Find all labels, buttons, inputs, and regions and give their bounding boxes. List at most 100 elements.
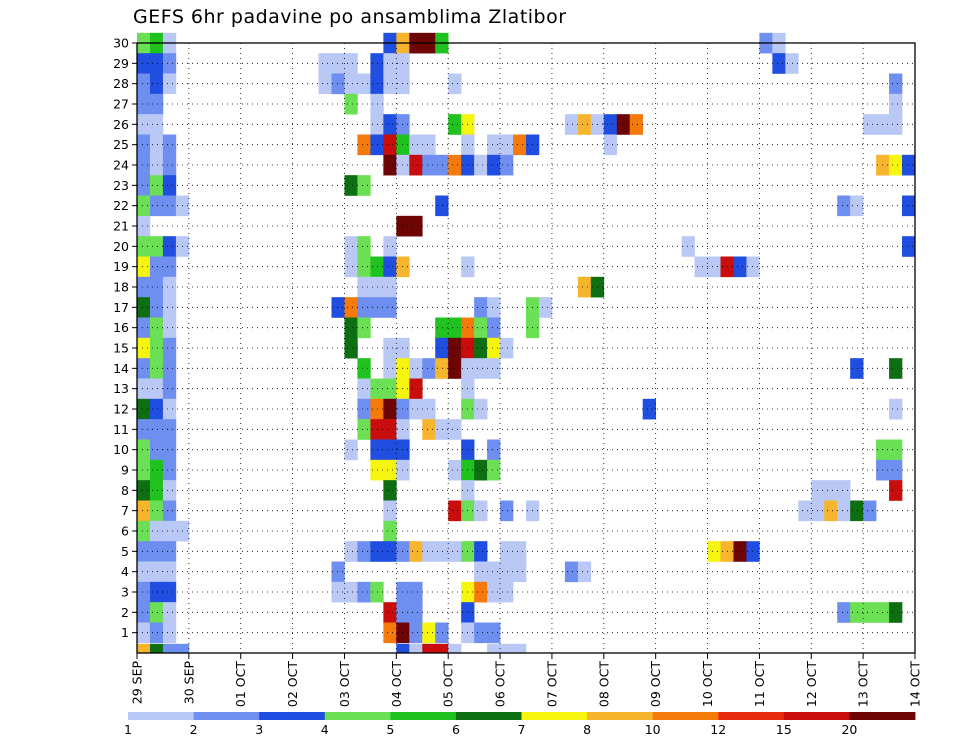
heatmap-cell [162, 520, 177, 542]
y-tick-label: 24 [113, 158, 129, 173]
heatmap-cell [357, 419, 371, 440]
colorbar-label: 1 [124, 722, 132, 737]
y-tick-label: 9 [121, 463, 129, 478]
heatmap-cell [837, 500, 851, 522]
heatmap-cell [137, 73, 151, 95]
heatmap-cell [149, 236, 164, 257]
heatmap-cell [772, 53, 786, 74]
heatmap-cell [149, 114, 164, 135]
heatmap-cell [383, 480, 397, 501]
heatmap-cell [149, 337, 164, 359]
heatmap-cell [733, 256, 747, 278]
heatmap-cell [357, 175, 371, 196]
heatmap-cell [746, 541, 760, 562]
heatmap-cell [357, 276, 371, 298]
colorbar-label: 2 [190, 722, 198, 737]
heatmap-cell [513, 541, 527, 562]
heatmap-cell [487, 317, 501, 339]
heatmap-cell [487, 622, 501, 644]
heatmap-cell [137, 154, 151, 176]
heatmap-cell [137, 561, 151, 583]
heatmap-cell [500, 643, 514, 654]
x-tick-label: 11 OCT [752, 661, 767, 707]
heatmap-cell [383, 541, 397, 562]
heatmap-cell [448, 643, 462, 654]
heatmap-cell [487, 297, 501, 318]
heatmap-cell [850, 602, 864, 623]
heatmap-cell [137, 256, 151, 278]
chart-title: GEFS 6hr padavine po ansamblima Zlatibor [133, 6, 567, 28]
heatmap-cell [422, 643, 436, 654]
heatmap-cell [383, 297, 397, 318]
colorbar-segment [390, 712, 457, 720]
colorbar-label: 10 [645, 722, 661, 737]
heatmap-cell [137, 541, 151, 562]
heatmap-cell [889, 114, 903, 135]
colorbar-label: 15 [776, 722, 792, 737]
heatmap-cell [149, 520, 164, 542]
y-tick-label: 23 [113, 178, 129, 193]
heatmap-cell [435, 541, 449, 562]
heatmap-cell [162, 622, 177, 644]
heatmap-cell [500, 134, 514, 156]
heatmap-cell [162, 73, 177, 95]
heatmap-cell [162, 480, 177, 501]
heatmap-cell [474, 581, 488, 603]
heatmap-cell [137, 622, 151, 644]
heatmap-cell [629, 114, 643, 135]
heatmap-cell [137, 378, 151, 400]
heatmap-cell [357, 256, 371, 278]
heatmap-cell [383, 358, 397, 379]
heatmap-cell [149, 73, 164, 95]
heatmap-cell [474, 459, 488, 481]
heatmap-cell [863, 500, 877, 522]
x-tick-label: 29 SEP [130, 661, 145, 705]
colorbar-segment [718, 712, 785, 720]
heatmap-cell [357, 541, 371, 562]
heatmap-cell [383, 337, 397, 359]
x-tick-label: 14 OCT [908, 661, 923, 707]
y-tick-label: 2 [121, 605, 129, 620]
heatmap-cell [162, 459, 177, 481]
heatmap-cell [137, 53, 151, 74]
y-tick-label: 11 [113, 422, 129, 437]
heatmap-cell [162, 419, 177, 440]
heatmap-cell [474, 541, 488, 562]
heatmap-cell [344, 53, 358, 74]
heatmap-cell [383, 622, 397, 644]
heatmap-cell [137, 398, 151, 420]
heatmap-cell [344, 236, 358, 257]
heatmap-cell [383, 73, 397, 95]
heatmap-cell [137, 581, 151, 603]
heatmap-cell [500, 337, 514, 359]
heatmap-cell [149, 541, 164, 562]
heatmap-cell [162, 337, 177, 359]
colorbar-segment [324, 712, 391, 720]
colorbar-segment [193, 712, 260, 720]
heatmap-cell [162, 378, 177, 400]
heatmap-cell [344, 439, 358, 461]
y-tick-label: 19 [113, 259, 129, 274]
heatmap-cell [409, 643, 423, 654]
colorbar-segment [587, 712, 654, 720]
y-tick-label: 5 [121, 544, 129, 559]
heatmap-cell [889, 154, 903, 176]
heatmap-cell [162, 643, 177, 654]
y-tick-label: 12 [113, 402, 129, 417]
y-axis: 1234567891011121314151617181920212223242… [113, 36, 137, 640]
heatmap-cell [162, 541, 177, 562]
heatmap-cell [448, 500, 462, 522]
heatmap-cell [396, 643, 410, 654]
heatmap-cell [162, 398, 177, 420]
heatmap-cell [409, 378, 423, 400]
heatmap-cell [137, 602, 151, 623]
heatmap-cell [448, 337, 462, 359]
heatmap-cell [162, 439, 177, 461]
heatmap-cell [149, 480, 164, 501]
heatmap-cell [137, 114, 151, 135]
y-tick-label: 30 [113, 36, 129, 51]
heatmap-cell [487, 154, 501, 176]
y-tick-label: 4 [121, 564, 129, 579]
heatmap-cell [422, 622, 436, 644]
x-tick-label: 08 OCT [596, 661, 611, 707]
